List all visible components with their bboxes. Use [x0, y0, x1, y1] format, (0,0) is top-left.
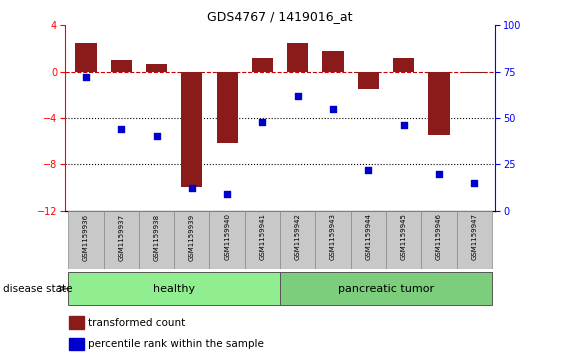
Bar — [68, 272, 280, 305]
Text: healthy: healthy — [153, 284, 195, 294]
Point — [364, 167, 373, 173]
Bar — [245, 211, 280, 269]
Text: percentile rank within the sample: percentile rank within the sample — [88, 339, 264, 349]
Point — [258, 119, 267, 125]
Point — [329, 106, 338, 112]
Bar — [68, 211, 104, 269]
Bar — [280, 272, 492, 305]
Text: GSM1159942: GSM1159942 — [295, 213, 301, 260]
Text: GSM1159937: GSM1159937 — [118, 213, 124, 261]
Bar — [323, 51, 343, 72]
Point — [187, 185, 196, 191]
Bar — [386, 211, 421, 269]
Bar — [280, 211, 315, 269]
Text: GSM1159946: GSM1159946 — [436, 213, 442, 260]
Bar — [139, 211, 174, 269]
Bar — [421, 211, 457, 269]
Bar — [287, 43, 309, 72]
Bar — [146, 64, 167, 72]
Text: disease state: disease state — [3, 284, 72, 294]
Bar — [181, 72, 203, 187]
Text: GSM1159939: GSM1159939 — [189, 213, 195, 261]
Bar — [464, 72, 485, 73]
Text: GSM1159945: GSM1159945 — [401, 213, 406, 260]
Text: GSM1159940: GSM1159940 — [224, 213, 230, 260]
Bar — [111, 60, 132, 72]
Bar — [104, 211, 139, 269]
Point — [82, 74, 91, 80]
Bar — [351, 211, 386, 269]
Point — [470, 180, 479, 186]
Bar — [217, 72, 238, 143]
Point — [399, 122, 408, 128]
Point — [222, 191, 231, 197]
Point — [152, 134, 161, 139]
Title: GDS4767 / 1419016_at: GDS4767 / 1419016_at — [207, 10, 353, 23]
Text: transformed count: transformed count — [88, 318, 186, 327]
Bar — [209, 211, 245, 269]
Bar — [393, 58, 414, 72]
Point — [117, 126, 126, 132]
Bar — [69, 338, 84, 350]
Text: GSM1159944: GSM1159944 — [365, 213, 372, 260]
Bar — [315, 211, 351, 269]
Bar — [75, 43, 96, 72]
Text: GSM1159941: GSM1159941 — [260, 213, 265, 260]
Bar — [457, 211, 492, 269]
Text: GSM1159938: GSM1159938 — [154, 213, 159, 261]
Bar — [69, 316, 84, 329]
Text: GSM1159947: GSM1159947 — [471, 213, 477, 260]
Point — [293, 93, 302, 99]
Text: GSM1159943: GSM1159943 — [330, 213, 336, 260]
Text: GSM1159936: GSM1159936 — [83, 213, 89, 261]
Bar — [252, 58, 273, 72]
Bar — [358, 72, 379, 89]
Point — [435, 171, 444, 176]
Text: pancreatic tumor: pancreatic tumor — [338, 284, 434, 294]
Bar — [428, 72, 449, 135]
Bar — [174, 211, 209, 269]
